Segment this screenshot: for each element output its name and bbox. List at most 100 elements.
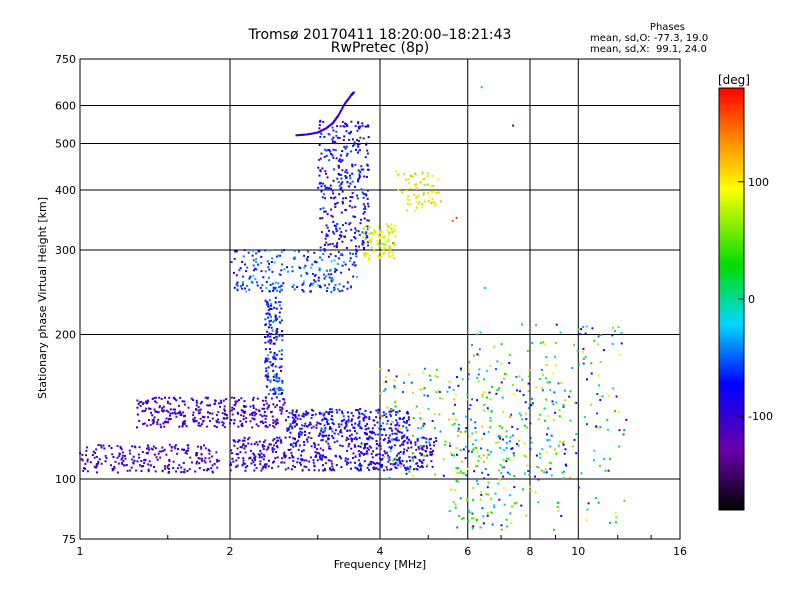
data-point	[330, 208, 333, 211]
data-point	[414, 184, 417, 187]
data-point	[562, 404, 565, 406]
data-point	[394, 427, 397, 430]
data-point	[251, 281, 254, 284]
data-point	[545, 451, 548, 454]
data-point	[251, 414, 254, 417]
data-point	[266, 301, 269, 303]
data-point	[413, 468, 415, 471]
data-point	[426, 183, 429, 186]
data-point	[229, 469, 232, 472]
data-point	[338, 227, 341, 230]
data-point	[620, 342, 623, 345]
data-point	[549, 445, 552, 448]
data-point	[207, 416, 210, 419]
data-point	[209, 412, 211, 415]
data-point	[265, 463, 268, 466]
data-point	[123, 455, 126, 457]
data-point	[155, 410, 158, 413]
data-point	[318, 285, 321, 287]
data-point	[421, 422, 424, 425]
data-point	[160, 426, 162, 429]
data-point	[363, 252, 366, 255]
data-point	[261, 415, 264, 418]
data-point	[262, 458, 265, 461]
data-point	[94, 451, 96, 454]
data-point	[319, 170, 322, 173]
data-point	[389, 247, 391, 250]
data-point	[300, 427, 303, 430]
data-point	[168, 414, 171, 417]
data-point	[487, 481, 490, 484]
data-point	[325, 440, 328, 443]
data-point	[117, 462, 120, 465]
data-point	[294, 421, 297, 424]
data-point	[332, 129, 335, 132]
data-point	[362, 447, 365, 450]
data-point	[330, 408, 333, 411]
data-point	[332, 156, 335, 159]
data-point	[370, 237, 373, 240]
data-point	[284, 468, 287, 471]
data-point	[376, 453, 379, 456]
data-point	[346, 99, 349, 102]
data-point	[350, 447, 353, 450]
data-point	[511, 447, 514, 450]
data-point	[168, 458, 171, 461]
data-point	[292, 445, 295, 448]
data-point	[364, 446, 367, 449]
data-point	[220, 400, 223, 403]
data-point	[476, 482, 479, 485]
data-point	[274, 392, 277, 395]
data-point	[172, 460, 175, 463]
data-point	[174, 408, 176, 411]
data-point	[400, 431, 403, 434]
data-point	[516, 443, 518, 445]
data-point	[341, 254, 344, 257]
data-point	[359, 408, 362, 410]
data-point	[223, 408, 226, 411]
data-point	[302, 412, 305, 415]
data-point	[309, 132, 312, 135]
data-point	[312, 409, 315, 412]
data-point	[175, 470, 178, 473]
data-point	[218, 402, 220, 405]
data-point	[262, 453, 265, 456]
data-point	[387, 234, 390, 237]
data-point	[272, 289, 275, 292]
data-point	[329, 447, 332, 450]
data-point	[177, 448, 179, 451]
data-point	[487, 409, 490, 412]
data-point	[270, 302, 273, 305]
data-point	[493, 506, 496, 509]
data-point	[434, 203, 437, 205]
data-point	[563, 452, 566, 455]
data-point	[236, 288, 239, 291]
data-point	[350, 412, 353, 415]
data-point	[147, 446, 150, 449]
data-point	[155, 396, 158, 399]
data-point	[166, 466, 169, 469]
data-point	[420, 447, 423, 450]
data-point	[338, 408, 341, 411]
data-point	[373, 229, 375, 232]
data-point	[486, 456, 488, 459]
data-point	[258, 454, 261, 457]
data-point	[390, 408, 393, 411]
data-point	[387, 454, 389, 457]
data-point	[379, 445, 382, 448]
data-point	[271, 448, 274, 451]
data-point	[393, 385, 396, 388]
data-point	[269, 380, 272, 383]
data-point	[539, 452, 542, 455]
data-point	[537, 478, 540, 481]
data-point	[476, 353, 479, 356]
data-point	[296, 461, 299, 464]
data-point	[311, 263, 314, 266]
data-point	[484, 287, 487, 289]
data-point	[356, 468, 359, 470]
data-point	[235, 274, 238, 277]
data-point	[431, 198, 434, 201]
data-point	[330, 278, 333, 281]
data-point	[323, 456, 326, 459]
